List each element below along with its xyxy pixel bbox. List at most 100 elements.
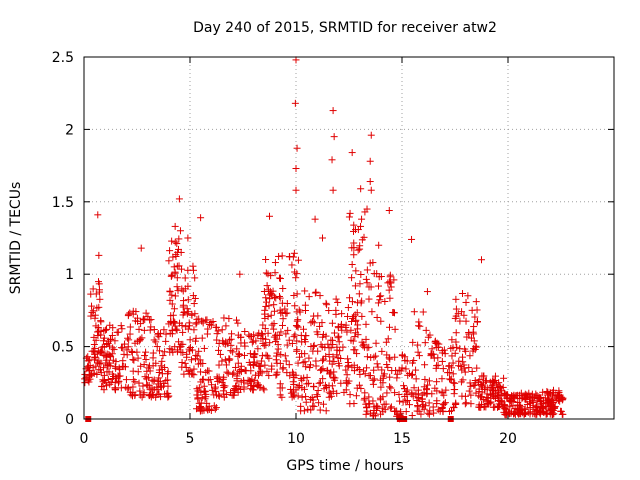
data-point (186, 336, 194, 344)
data-point (334, 334, 342, 342)
data-point (403, 391, 411, 399)
data-point (168, 271, 176, 279)
data-point (318, 319, 326, 327)
data-point (366, 259, 374, 267)
data-point (199, 360, 207, 368)
data-point (302, 363, 310, 371)
data-point (290, 333, 298, 341)
data-point (454, 310, 462, 318)
data-point (111, 337, 119, 345)
data-point (327, 368, 335, 376)
data-point (98, 347, 106, 355)
data-point (439, 365, 447, 373)
data-point (369, 397, 377, 405)
data-point (168, 300, 176, 308)
data-point (343, 328, 351, 336)
data-point (191, 337, 199, 345)
data-point (302, 393, 310, 401)
data-point (88, 302, 96, 310)
data-point (112, 385, 120, 393)
data-point (408, 412, 416, 420)
data-point (100, 371, 108, 379)
data-point (356, 245, 364, 253)
data-point (348, 244, 356, 252)
data-point (447, 344, 455, 352)
data-point (335, 338, 343, 346)
data-point (158, 357, 166, 365)
data-point (294, 383, 302, 391)
data-point (131, 378, 139, 386)
data-point (386, 294, 394, 302)
data-point (283, 309, 291, 317)
data-point (344, 355, 352, 363)
data-point (262, 351, 270, 359)
data-point (220, 314, 228, 322)
data-point (471, 313, 479, 321)
data-point (297, 402, 305, 410)
data-point (117, 384, 125, 392)
data-point (129, 307, 137, 315)
data-point (376, 293, 384, 301)
data-point (207, 407, 215, 415)
data-point (256, 362, 264, 370)
data-point (349, 227, 357, 235)
data-point (325, 344, 333, 352)
data-point (272, 356, 280, 364)
data-point (322, 299, 330, 307)
data-point (299, 325, 307, 333)
data-point (312, 362, 320, 370)
data-point (134, 368, 142, 376)
data-point (178, 265, 186, 273)
data-point (423, 389, 431, 397)
data-point (171, 292, 179, 300)
data-point (112, 358, 120, 366)
data-point (351, 346, 359, 354)
data-point (175, 235, 183, 243)
data-point (461, 345, 469, 353)
data-point (109, 370, 117, 378)
data-point (418, 403, 426, 411)
data-point (179, 340, 187, 348)
data-point (351, 282, 359, 290)
data-point (270, 301, 278, 309)
data-point (438, 388, 446, 396)
data-point (141, 316, 149, 324)
data-point (377, 383, 385, 391)
data-point (237, 333, 245, 341)
data-point (363, 407, 371, 415)
data-point (183, 310, 191, 318)
data-point (378, 347, 386, 355)
data-point (471, 345, 479, 353)
data-point (511, 392, 519, 400)
data-point (190, 371, 198, 379)
data-point (403, 396, 411, 404)
data-point (171, 322, 179, 330)
data-point (267, 311, 275, 319)
data-point (426, 331, 434, 339)
data-point (84, 357, 92, 365)
y-tick-label: 2 (65, 122, 74, 138)
data-point (316, 292, 324, 300)
data-point (184, 325, 192, 333)
data-point (416, 322, 424, 330)
data-point (320, 385, 328, 393)
data-point (314, 386, 322, 394)
data-point (382, 338, 390, 346)
data-point (278, 321, 286, 329)
data-point (240, 351, 248, 359)
data-point (263, 282, 271, 290)
data-point (388, 367, 396, 375)
data-point (448, 407, 456, 415)
data-point (451, 349, 459, 357)
data-point (321, 381, 329, 389)
data-point (288, 339, 296, 347)
data-point (301, 307, 309, 315)
data-point (249, 386, 257, 394)
data-point (313, 391, 321, 399)
y-tick-label: 1.5 (52, 195, 74, 211)
data-point (89, 285, 97, 293)
data-point (142, 356, 150, 364)
data-point (379, 393, 387, 401)
data-point (296, 308, 304, 316)
data-point (446, 375, 454, 383)
